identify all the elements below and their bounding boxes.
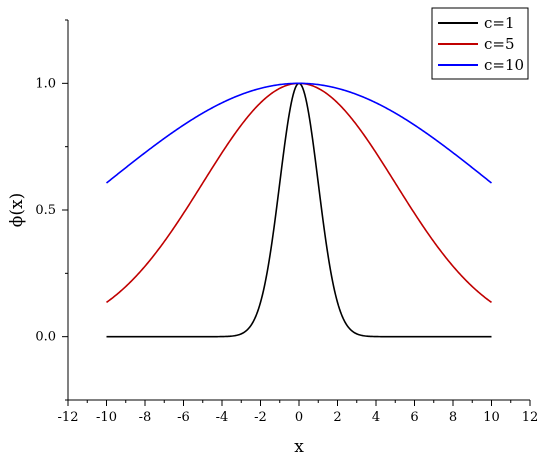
x-tick-label: 4 — [372, 410, 380, 425]
legend-label: c=5 — [484, 35, 515, 53]
axes: -12 -10 -8 -6 -4 -2 0 2 4 6 8 10 12 0.0 0.5 1.0 — [35, 19, 539, 425]
series-line-c-5 — [106, 82, 492, 304]
x-tick-label: 2 — [333, 410, 341, 425]
y-axis-label: ϕ(x) — [7, 193, 27, 227]
x-tick-label: -2 — [254, 410, 267, 425]
y-tick-label: 1.0 — [35, 76, 56, 91]
x-tick-label: 12 — [522, 410, 539, 425]
x-tick-label: 8 — [449, 410, 457, 425]
legend: c=1 c=5 c=10 — [431, 7, 529, 80]
y-tick-label: 0.5 — [35, 203, 56, 218]
x-tick-label: 0 — [295, 410, 303, 425]
series-line-c-1 — [106, 82, 492, 338]
series-line-c-10 — [105, 82, 493, 184]
x-tick-label: -8 — [139, 410, 152, 425]
legend-label: c=10 — [484, 56, 524, 74]
x-tick-label: -4 — [216, 410, 229, 425]
x-tick-label: -6 — [177, 410, 190, 425]
x-axis-label: x — [294, 437, 304, 457]
x-tick-label: -12 — [58, 410, 79, 425]
x-tick-label: 10 — [483, 410, 500, 425]
x-tick-label: -10 — [96, 410, 117, 425]
y-tick-label: 0.0 — [35, 330, 56, 345]
x-tick-label: 6 — [410, 410, 418, 425]
plot-area — [105, 82, 493, 338]
legend-label: c=1 — [484, 14, 515, 32]
